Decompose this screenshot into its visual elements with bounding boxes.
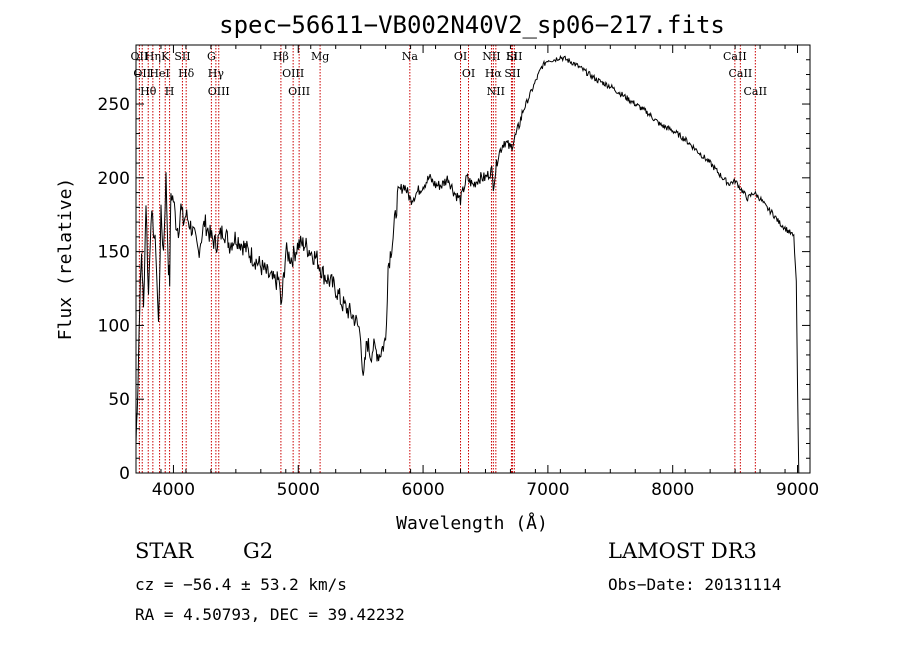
object-class: STAR: [135, 539, 194, 563]
spectral-line-label: Li: [506, 50, 517, 63]
spectral-line-label: Hβ: [273, 50, 289, 63]
spectral-line-label: SII: [506, 50, 522, 63]
y-tick-label: 50: [108, 390, 130, 410]
survey-name: LAMOST DR3: [608, 539, 757, 563]
spectral-line-label: NII: [482, 50, 500, 63]
spectral-line-labels: OII OII Hθ Hη HeI K H SII Hδ G Hγ OIII Hβ OIII OIII Mg N…: [131, 50, 768, 98]
spectral-line-markers: [138, 45, 756, 473]
y-tick-label: 200: [98, 169, 130, 189]
spectral-line-label: SII: [174, 50, 190, 63]
plot-frame: [135, 44, 811, 474]
y-axis-ticks: 0 50 100 150 200 250: [98, 44, 810, 484]
spectral-line-label: Na: [402, 50, 419, 63]
spectral-line-label: Hγ: [208, 67, 225, 80]
spectral-line-label: K: [161, 50, 170, 63]
spectrum-series-line: [135, 54, 800, 474]
spectral-line-label: CaII: [729, 67, 753, 80]
y-tick-label: 250: [98, 95, 130, 115]
x-tick-label: 9000: [776, 480, 819, 500]
x-tick-label: 4000: [152, 480, 195, 500]
spectral-line-label: CaII: [723, 50, 747, 63]
spectral-line-label: Hα: [485, 67, 503, 80]
spectral-line-label: Hδ: [178, 67, 195, 80]
y-tick-label: 100: [98, 316, 130, 336]
spectral-line-label: SII: [504, 67, 520, 80]
spectral-line-label: OII: [131, 50, 149, 63]
spectral-line-label: OIII: [208, 85, 230, 98]
x-tick-label: 8000: [651, 480, 694, 500]
coordinates-readout: RA = 4.50793, DEC = 39.42232: [135, 605, 405, 624]
x-axis-label: Wavelength (Å): [396, 512, 548, 534]
spectral-line-label: OIII: [288, 85, 310, 98]
x-tick-label: 6000: [401, 480, 444, 500]
spectral-line-label: OIII: [282, 67, 304, 80]
spectral-line-label: Hθ: [140, 85, 157, 98]
y-axis-label: Flux (relative): [55, 178, 76, 341]
redshift-readout: cz = −56.4 ± 53.2 km/s: [135, 575, 347, 594]
y-tick-label: 0: [119, 464, 130, 484]
spectral-line-label: H: [165, 85, 175, 98]
object-subclass: G2: [243, 539, 273, 563]
observation-date: Obs−Date: 20131114: [608, 575, 781, 594]
spectral-line-label: Mg: [311, 50, 329, 63]
spectral-line-label: OII: [133, 67, 151, 80]
spectral-line-label: HeI: [149, 67, 169, 80]
spectral-line-label: OI: [454, 50, 467, 63]
y-tick-label: 150: [98, 243, 130, 263]
x-tick-label: 5000: [277, 480, 320, 500]
x-tick-label: 7000: [526, 480, 569, 500]
spectral-line-label: CaII: [743, 85, 767, 98]
spectral-line-label: G: [207, 50, 216, 63]
spectral-line-label: Hη: [145, 50, 161, 63]
x-axis-ticks: 4000 5000 6000 7000 8000 9000: [135, 45, 819, 500]
spectral-line-label: NII: [487, 85, 505, 98]
spectral-line-label: OI: [462, 67, 475, 80]
chart-title: spec−56611−VB002N40V2_sp06−217.fits: [219, 11, 725, 39]
